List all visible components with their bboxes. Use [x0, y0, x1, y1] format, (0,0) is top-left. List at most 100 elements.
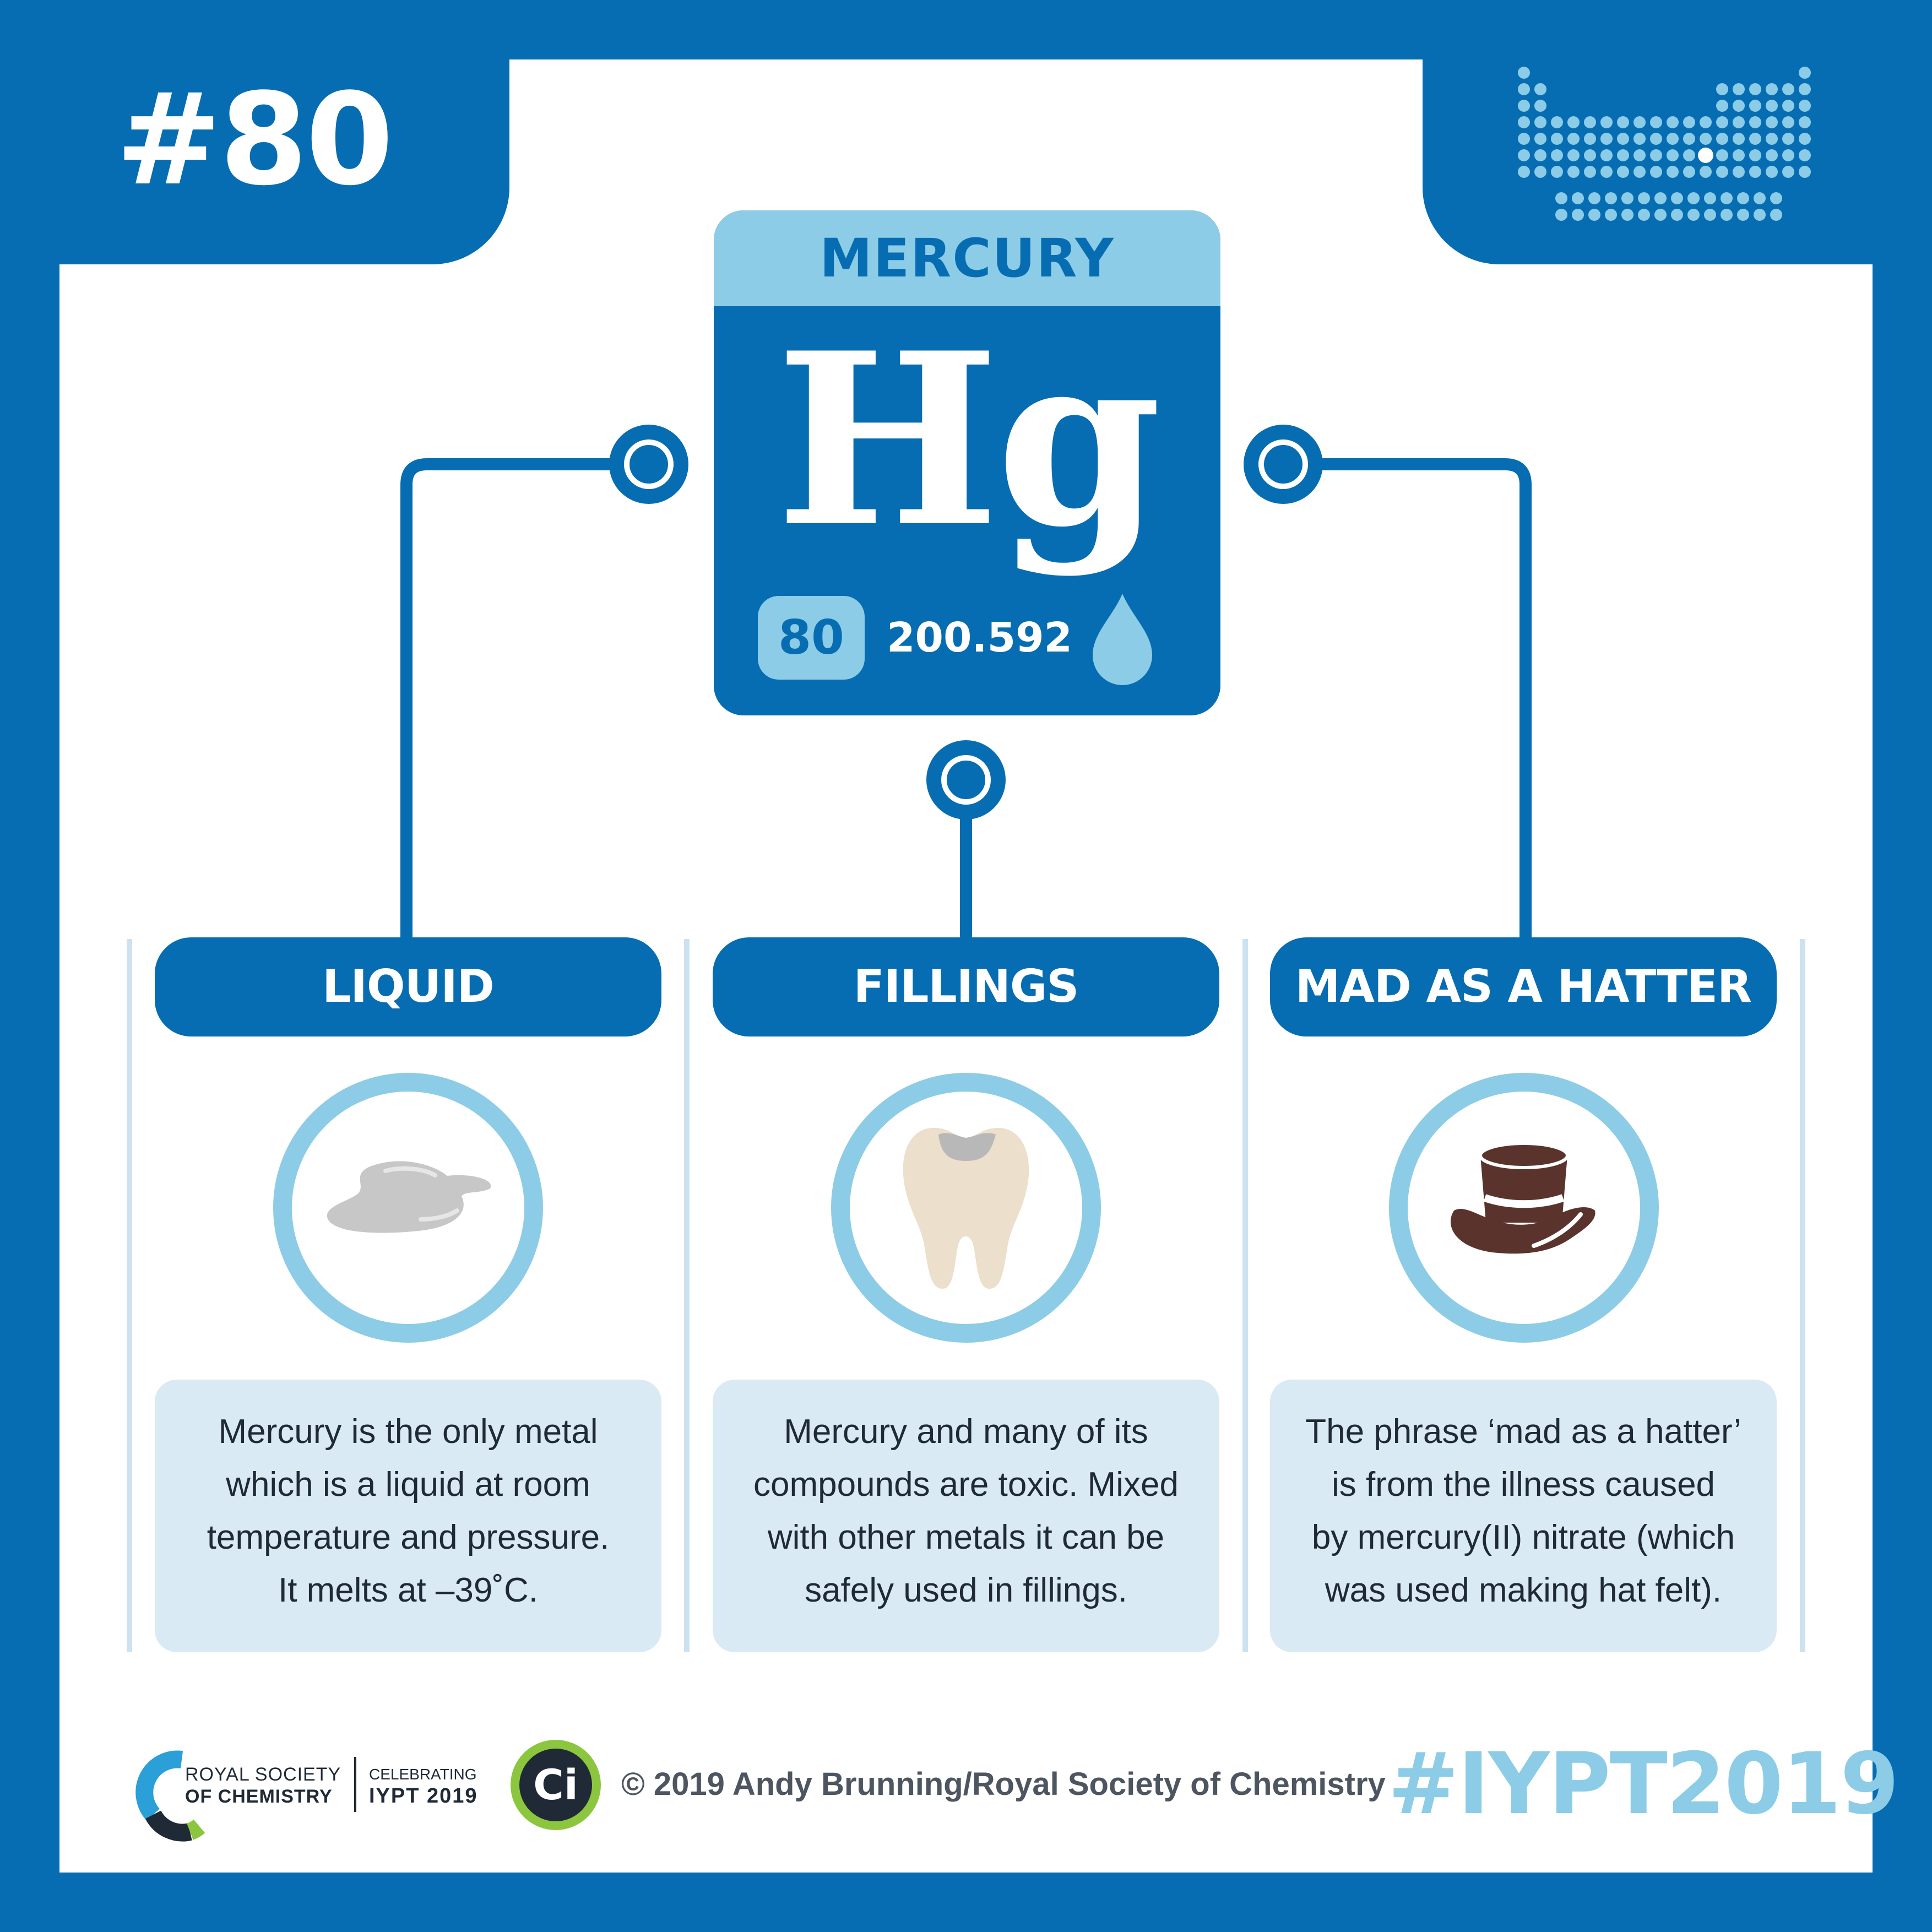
element-dot	[1534, 149, 1546, 161]
element-dot	[1671, 192, 1683, 204]
element-dot	[1654, 209, 1667, 221]
element-dot	[1621, 192, 1633, 204]
element-dot	[1799, 133, 1811, 145]
element-dot	[1749, 83, 1761, 95]
element-dot	[1534, 133, 1546, 145]
element-dot	[1588, 209, 1600, 221]
element-dot	[1650, 116, 1662, 128]
element-dot	[1584, 116, 1596, 128]
iypt-celebrating: CELEBRATING	[369, 1766, 477, 1783]
element-dot	[1782, 133, 1794, 145]
text-line: by mercury(II) nitrate (which	[1311, 1518, 1735, 1556]
element-dot	[1555, 192, 1567, 204]
element-number-badge: #80	[116, 67, 394, 214]
text-line: The phrase ‘mad as a hatter’	[1305, 1413, 1741, 1451]
element-dot	[1605, 192, 1617, 204]
element-dot	[1716, 166, 1728, 178]
element-dot	[1737, 192, 1749, 204]
element-dot	[1572, 192, 1584, 204]
top-hat-icon	[1450, 1142, 1595, 1254]
element-dot	[1716, 149, 1728, 161]
element-dot	[1766, 116, 1778, 128]
column-title-mad-as-a-hatter: MAD AS A HATTER	[1295, 960, 1752, 1013]
element-dot	[1667, 116, 1679, 128]
element-dot	[1534, 100, 1546, 112]
liquid-drop-icon	[1093, 594, 1152, 685]
element-dot	[1770, 209, 1782, 221]
element-dot	[1799, 166, 1811, 178]
element-dot	[1700, 166, 1712, 178]
element-dot	[1700, 133, 1712, 145]
element-dot	[1749, 116, 1761, 128]
element-dot	[1638, 209, 1650, 221]
element-dot	[1584, 133, 1596, 145]
text-line: compounds are toxic. Mixed	[753, 1466, 1179, 1504]
element-dot	[1551, 116, 1563, 128]
column-title-fillings: FILLINGS	[853, 960, 1079, 1013]
element-dot	[1650, 149, 1662, 161]
element-dot	[1534, 83, 1546, 95]
text-line: Mercury and many of its	[784, 1413, 1148, 1451]
element-dot	[1733, 149, 1745, 161]
element-dot	[1799, 149, 1811, 161]
element-dot	[1782, 166, 1794, 178]
element-dot	[1733, 116, 1745, 128]
hashtag: #IYPT2019	[1388, 1735, 1899, 1833]
element-dot	[1733, 100, 1745, 112]
tooth-filling-icon	[903, 1127, 1029, 1289]
element-dot	[1721, 192, 1733, 204]
element-dot	[1638, 192, 1650, 204]
element-dot	[1799, 100, 1811, 112]
text-line: which is a liquid at room	[226, 1466, 590, 1504]
element-symbol: Hg	[775, 301, 1162, 579]
element-dot	[1518, 166, 1530, 178]
rsc-name-line2: OF CHEMISTRY	[185, 1786, 333, 1807]
text-line: with other metals it can be	[767, 1518, 1165, 1556]
element-dot	[1733, 133, 1745, 145]
element-dot	[1633, 116, 1646, 128]
element-dot	[1749, 100, 1761, 112]
element-dot	[1766, 133, 1778, 145]
column-text-mad-as-a-hatter: The phrase ‘mad as a hatter’ is from the…	[1287, 1405, 1760, 1626]
text-line: was used making hat felt).	[1325, 1571, 1722, 1609]
element-dot	[1749, 166, 1761, 178]
element-dot	[1799, 67, 1811, 79]
element-dot	[1605, 209, 1617, 221]
element-dot	[1600, 116, 1613, 128]
element-dot	[1683, 133, 1695, 145]
element-dot	[1782, 83, 1794, 95]
element-dot	[1733, 166, 1745, 178]
element-dot	[1617, 133, 1629, 145]
element-dot	[1770, 192, 1782, 204]
element-dot	[1551, 166, 1563, 178]
element-dot	[1667, 133, 1679, 145]
element-dot	[1766, 166, 1778, 178]
copyright-text: © 2019 Andy Brunning/Royal Society of Ch…	[621, 1766, 1386, 1802]
element-dot	[1716, 100, 1728, 112]
element-dot	[1518, 67, 1530, 79]
element-dot	[1600, 149, 1613, 161]
element-dot	[1617, 166, 1629, 178]
element-dot	[1667, 149, 1679, 161]
element-dot	[1633, 149, 1646, 161]
element-dot	[1782, 100, 1794, 112]
element-name: MERCURY	[820, 227, 1115, 289]
element-dot	[1567, 166, 1580, 178]
element-dot	[1667, 166, 1679, 178]
element-dot	[1733, 83, 1745, 95]
element-dot	[1567, 116, 1580, 128]
mercury-puddle-icon	[327, 1161, 491, 1233]
element-dot	[1683, 166, 1695, 178]
atomic-number: 80	[778, 610, 844, 665]
element-dot	[1716, 116, 1728, 128]
element-dot	[1633, 133, 1646, 145]
element-dot	[1704, 209, 1716, 221]
element-dot	[1704, 192, 1716, 204]
element-dot	[1518, 133, 1530, 145]
element-dot	[1749, 133, 1761, 145]
atomic-mass: 200.592	[887, 614, 1073, 661]
iypt-year: IYPT 2019	[369, 1784, 478, 1808]
text-line: temperature and pressure.	[207, 1518, 610, 1556]
ci-logo-label: Ci	[533, 1760, 578, 1809]
